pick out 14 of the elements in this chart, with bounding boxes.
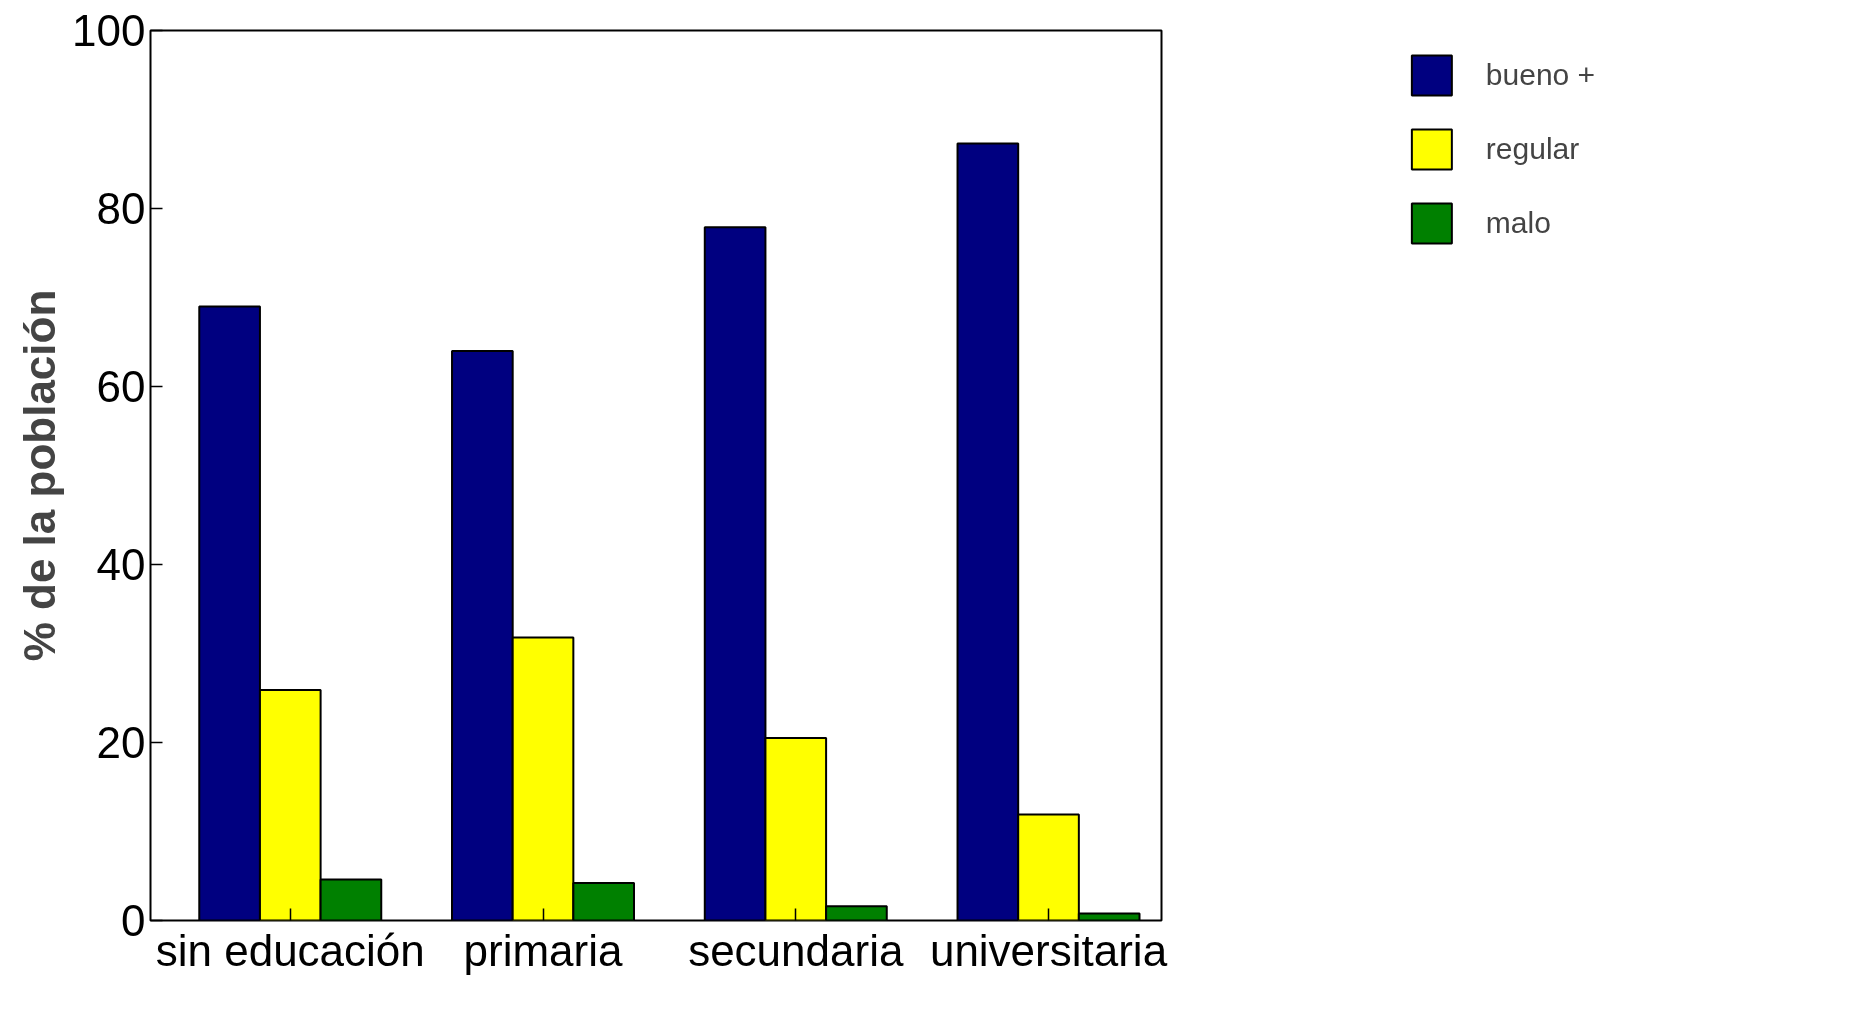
legend-label: malo: [1485, 206, 1551, 240]
legend-label: regular: [1485, 132, 1580, 166]
y-tick-label: 40: [96, 540, 146, 589]
y-tick-label: 0: [121, 896, 146, 945]
x-tick-label: universitaria: [929, 925, 1168, 975]
y-tick-label: 80: [96, 184, 146, 233]
y-tick-label: 100: [72, 6, 146, 55]
y-tick-label: 60: [96, 362, 146, 411]
x-tick-label: primaria: [463, 925, 624, 975]
legend-label: bueno +: [1485, 58, 1596, 92]
x-tick-label: secundaria: [688, 925, 904, 975]
x-tick-label: sin educación: [155, 925, 425, 975]
y-tick-label: 20: [96, 718, 146, 767]
y-axis-title: % de la población: [15, 289, 65, 662]
